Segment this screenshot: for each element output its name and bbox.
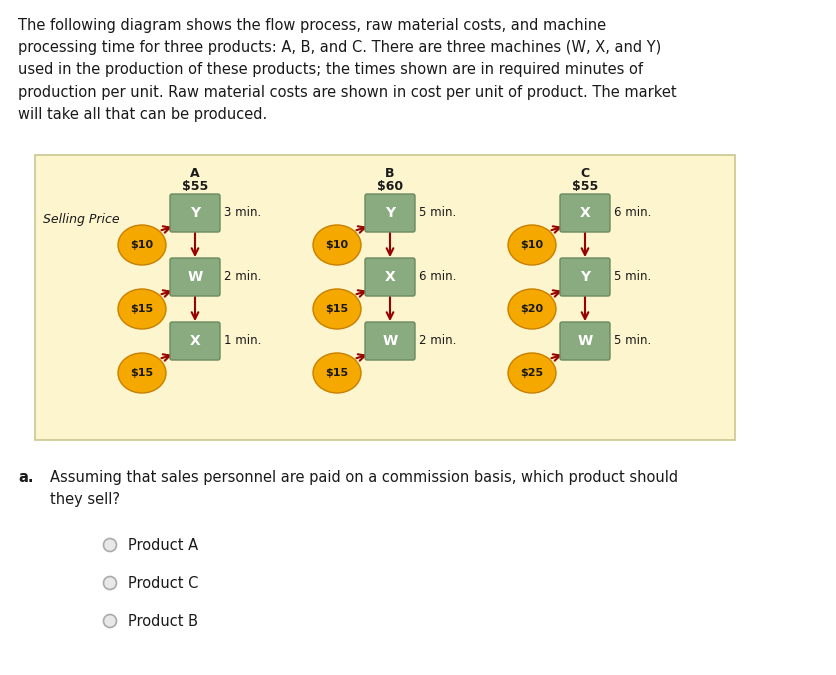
FancyBboxPatch shape (35, 155, 734, 440)
Ellipse shape (507, 225, 555, 265)
Text: $15: $15 (325, 368, 348, 378)
Text: Product C: Product C (128, 576, 198, 591)
Text: 2 min.: 2 min. (224, 271, 261, 284)
FancyBboxPatch shape (364, 194, 415, 232)
Text: Product B: Product B (128, 614, 198, 628)
Text: Product A: Product A (128, 537, 198, 553)
Text: C: C (579, 167, 589, 180)
Text: Assuming that sales personnel are paid on a commission basis, which product shou: Assuming that sales personnel are paid o… (50, 470, 677, 507)
FancyBboxPatch shape (364, 322, 415, 360)
Text: X: X (579, 206, 589, 220)
Text: $10: $10 (130, 240, 153, 250)
Text: X: X (190, 334, 200, 348)
Ellipse shape (313, 353, 360, 393)
Text: $25: $25 (520, 368, 543, 378)
FancyBboxPatch shape (364, 258, 415, 296)
Ellipse shape (118, 289, 166, 329)
Text: W: W (187, 270, 202, 284)
Text: W: W (382, 334, 397, 348)
Text: $60: $60 (376, 180, 403, 193)
Text: X: X (385, 270, 395, 284)
Ellipse shape (313, 225, 360, 265)
Ellipse shape (104, 614, 116, 628)
Text: A: A (190, 167, 200, 180)
Ellipse shape (104, 539, 116, 551)
Ellipse shape (104, 576, 116, 589)
Ellipse shape (507, 353, 555, 393)
Text: $10: $10 (325, 240, 348, 250)
Text: W: W (577, 334, 592, 348)
Text: $20: $20 (520, 304, 543, 314)
FancyBboxPatch shape (559, 194, 609, 232)
Text: Y: Y (579, 270, 589, 284)
Ellipse shape (118, 225, 166, 265)
FancyBboxPatch shape (559, 258, 609, 296)
Text: 5 min.: 5 min. (419, 207, 456, 219)
Text: 2 min.: 2 min. (419, 335, 456, 348)
FancyBboxPatch shape (170, 258, 220, 296)
Text: 1 min.: 1 min. (224, 335, 261, 348)
Text: $10: $10 (520, 240, 543, 250)
Ellipse shape (313, 289, 360, 329)
Text: 6 min.: 6 min. (419, 271, 456, 284)
Text: $55: $55 (181, 180, 208, 193)
Text: The following diagram shows the flow process, raw material costs, and machine
pr: The following diagram shows the flow pro… (18, 18, 675, 122)
Text: 5 min.: 5 min. (614, 335, 650, 348)
Text: Y: Y (385, 206, 395, 220)
FancyBboxPatch shape (559, 322, 609, 360)
Text: 5 min.: 5 min. (614, 271, 650, 284)
FancyBboxPatch shape (170, 194, 220, 232)
Text: $15: $15 (130, 304, 153, 314)
Text: a.: a. (18, 470, 33, 485)
Ellipse shape (118, 353, 166, 393)
FancyBboxPatch shape (170, 322, 220, 360)
Text: $15: $15 (130, 368, 153, 378)
Text: Y: Y (190, 206, 200, 220)
Text: $15: $15 (325, 304, 348, 314)
Text: $55: $55 (571, 180, 598, 193)
Text: 6 min.: 6 min. (614, 207, 650, 219)
Text: Selling Price: Selling Price (43, 213, 120, 227)
Ellipse shape (507, 289, 555, 329)
Text: B: B (385, 167, 395, 180)
Text: 3 min.: 3 min. (224, 207, 261, 219)
